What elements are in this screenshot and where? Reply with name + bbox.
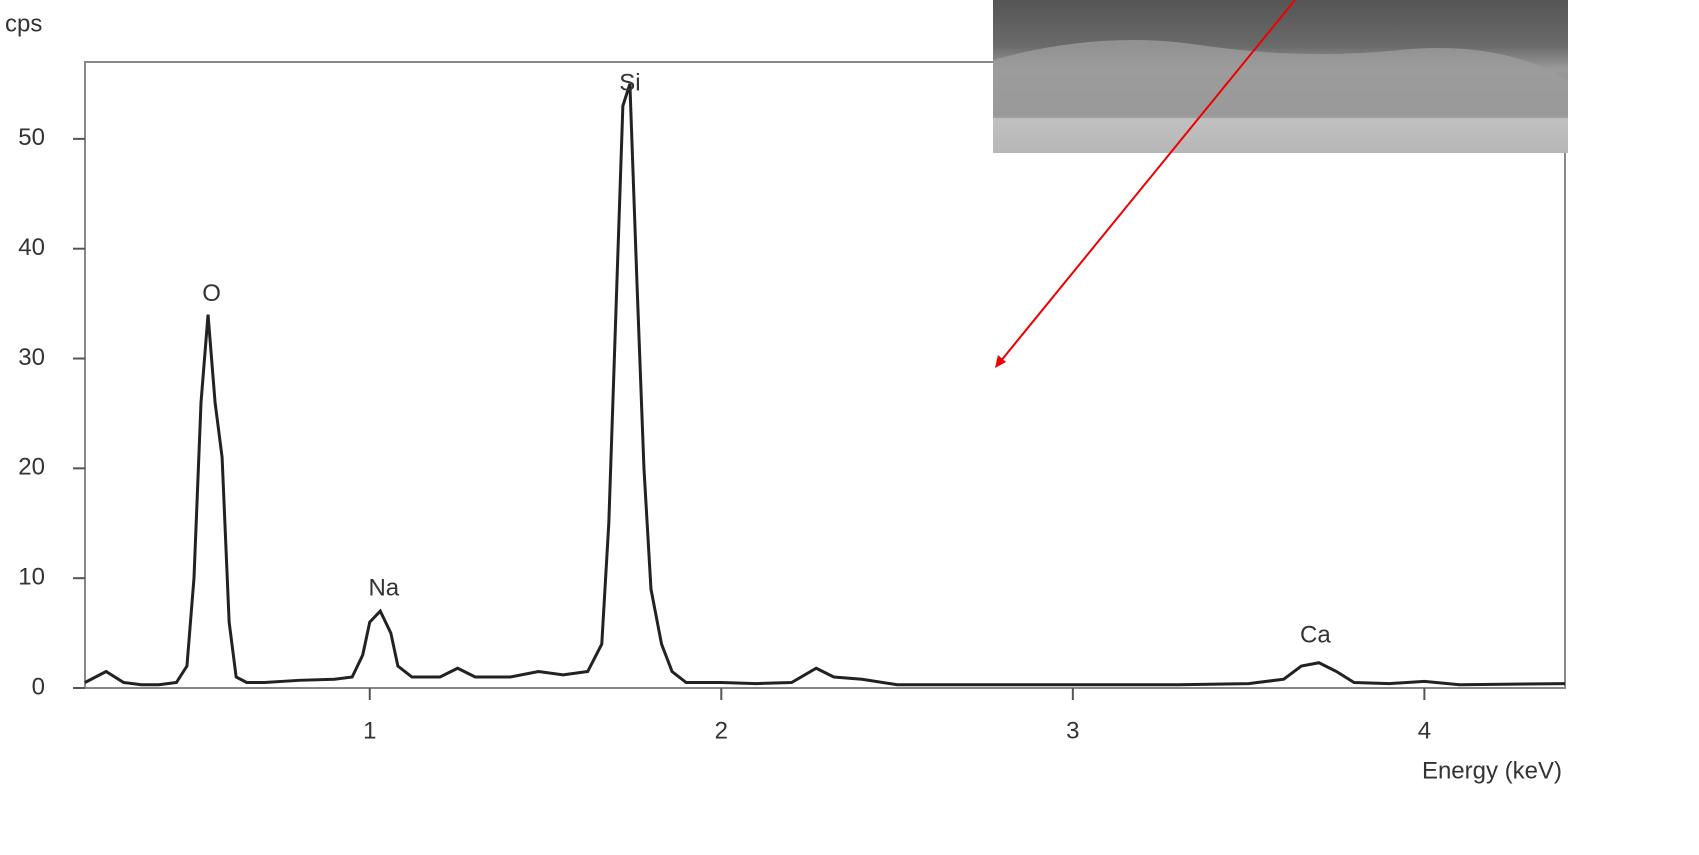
sem-image bbox=[993, 0, 1568, 153]
x-tick-label: 3 bbox=[1066, 717, 1079, 744]
x-axis-label: Energy (keV) bbox=[1422, 757, 1562, 784]
peak-label: Ca bbox=[1300, 622, 1331, 649]
x-tick-label: 4 bbox=[1418, 717, 1431, 744]
spectrum-line bbox=[84, 83, 1566, 687]
pointer-arrow bbox=[999, 0, 1296, 363]
peak-label: Si bbox=[619, 69, 640, 96]
plot-frame bbox=[84, 61, 1566, 689]
peak-label: O bbox=[202, 280, 221, 307]
x-tick-label: 2 bbox=[715, 717, 728, 744]
peak-label: Na bbox=[368, 575, 399, 602]
y-tick-label: 10 bbox=[18, 564, 45, 591]
x-tick-label: 1 bbox=[363, 717, 376, 744]
y-tick-label: 30 bbox=[18, 344, 45, 371]
y-axis-label: cps bbox=[5, 10, 42, 37]
y-tick-label: 20 bbox=[18, 454, 45, 481]
y-tick-label: 50 bbox=[18, 124, 45, 151]
y-tick-label: 40 bbox=[18, 234, 45, 261]
y-tick-label: 0 bbox=[32, 673, 45, 700]
arrow-head bbox=[995, 355, 1006, 368]
